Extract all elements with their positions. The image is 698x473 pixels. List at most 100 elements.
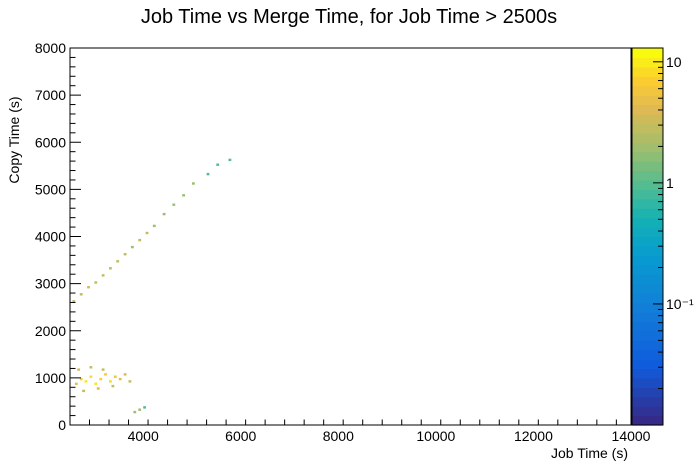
color-scale-step bbox=[632, 132, 663, 143]
heatmap-bin bbox=[87, 286, 90, 289]
heatmap-bin bbox=[216, 163, 220, 166]
color-scale-step bbox=[632, 76, 663, 87]
heatmap-bins bbox=[72, 158, 232, 414]
x-tick-label: 10000 bbox=[416, 428, 455, 444]
color-scale-step bbox=[632, 396, 663, 407]
color-scale-step bbox=[632, 368, 663, 379]
color-scale-frame bbox=[631, 47, 664, 426]
heatmap-bin bbox=[128, 380, 132, 383]
heatmap-bin bbox=[101, 274, 105, 277]
color-scale-step bbox=[632, 161, 663, 172]
heatmap-bin bbox=[133, 410, 137, 414]
color-scale-step bbox=[632, 142, 663, 153]
heatmap-bin bbox=[104, 373, 107, 376]
color-scale-step bbox=[632, 274, 663, 285]
heatmap-bin bbox=[94, 382, 98, 385]
color-scale-tick-label: 10 bbox=[666, 54, 682, 70]
color-scale-step bbox=[632, 330, 663, 341]
heatmap-bin bbox=[116, 260, 120, 263]
color-scale-step bbox=[632, 387, 663, 398]
color-scale-step bbox=[632, 198, 663, 209]
color-scale-step bbox=[632, 321, 663, 332]
heatmap-bin bbox=[172, 203, 176, 206]
plot-frame bbox=[69, 47, 632, 426]
heatmap-bin bbox=[138, 238, 142, 242]
heatmap-bin bbox=[72, 300, 76, 303]
y-tick-label: 5000 bbox=[35, 181, 66, 197]
heatmap-bin bbox=[79, 377, 83, 381]
y-tick-label: 7000 bbox=[35, 87, 66, 103]
heatmap-bin bbox=[152, 224, 156, 228]
heatmap-bin bbox=[111, 384, 115, 388]
heatmap-bin bbox=[74, 382, 78, 385]
heatmap-bin bbox=[82, 389, 85, 393]
color-scale-step bbox=[632, 349, 663, 360]
color-scale-step bbox=[632, 179, 663, 190]
heatmap-bin bbox=[162, 212, 166, 216]
x-tick-label: 6000 bbox=[225, 428, 256, 444]
color-scale-step bbox=[632, 245, 663, 256]
color-scale-step bbox=[632, 57, 663, 68]
color-scale-step bbox=[632, 359, 663, 370]
heatmap-bin bbox=[84, 380, 88, 383]
heatmap-bin bbox=[96, 387, 100, 390]
y-tick-label: 0 bbox=[58, 417, 66, 433]
heatmap-bin bbox=[94, 281, 98, 284]
heatmap-bin bbox=[109, 267, 112, 270]
y-tick-label: 3000 bbox=[35, 276, 66, 292]
color-scale-step bbox=[632, 302, 663, 313]
color-scale-step bbox=[632, 208, 663, 219]
color-scale-step bbox=[632, 255, 663, 266]
color-scale-step bbox=[632, 123, 663, 134]
heatmap-bin bbox=[109, 380, 112, 383]
heatmap-bin bbox=[192, 182, 195, 185]
y-axis: 0 1000 2000 3000 4000 5000 6000 7000 8000 bbox=[35, 40, 81, 433]
color-scale-step bbox=[632, 227, 663, 238]
color-scale-step bbox=[632, 311, 663, 322]
color-scale-step bbox=[632, 340, 663, 351]
heatmap-bin bbox=[143, 406, 146, 409]
x-axis: 4000 6000 8000 10000 12000 14000 bbox=[69, 419, 651, 444]
color-scale-step bbox=[632, 85, 663, 96]
color-scale-step bbox=[632, 66, 663, 77]
color-scale-step bbox=[632, 236, 663, 247]
color-scale-tick-label: 10⁻¹ bbox=[666, 296, 694, 312]
color-scale-step bbox=[632, 415, 663, 426]
y-tick-label: 2000 bbox=[35, 323, 66, 339]
heatmap-bin bbox=[101, 368, 105, 371]
heatmap-bin bbox=[123, 253, 127, 256]
y-tick-label: 1000 bbox=[35, 370, 66, 386]
color-scale-step bbox=[632, 293, 663, 304]
color-scale-step bbox=[632, 95, 663, 106]
heatmap-bin bbox=[89, 366, 93, 369]
color-scale-step bbox=[632, 377, 663, 388]
heatmap-bin bbox=[77, 368, 81, 371]
heatmap-bin bbox=[206, 172, 210, 176]
color-scale-step bbox=[632, 113, 663, 124]
color-scale-step bbox=[632, 283, 663, 294]
heatmap-bin bbox=[182, 194, 185, 197]
heatmap-bin bbox=[123, 373, 127, 376]
color-scale-tick-label: 1 bbox=[666, 175, 674, 191]
heatmap-bin bbox=[89, 375, 93, 378]
y-axis-title: Copy Time (s) bbox=[6, 96, 22, 183]
y-tick-label: 6000 bbox=[35, 134, 66, 150]
x-axis-title: Job Time (s) bbox=[551, 445, 628, 461]
heatmap-bin bbox=[118, 377, 122, 381]
heatmap-bin bbox=[228, 158, 232, 162]
heatmap-bin bbox=[138, 408, 142, 411]
color-scale: 10 1 10⁻¹ bbox=[631, 47, 694, 426]
x-tick-label: 4000 bbox=[128, 428, 159, 444]
heatmap-bin bbox=[131, 245, 134, 249]
color-scale-step bbox=[632, 217, 663, 228]
x-tick-label: 14000 bbox=[612, 428, 651, 444]
color-scale-step bbox=[632, 170, 663, 181]
heatmap-bin bbox=[79, 293, 83, 296]
heatmap-bin bbox=[99, 377, 103, 381]
y-tick-label: 8000 bbox=[35, 40, 66, 56]
chart-title: Job Time vs Merge Time, for Job Time > 2… bbox=[140, 6, 558, 28]
color-scale-step bbox=[632, 264, 663, 275]
color-scale-step bbox=[632, 406, 663, 417]
x-tick-label: 12000 bbox=[514, 428, 553, 444]
